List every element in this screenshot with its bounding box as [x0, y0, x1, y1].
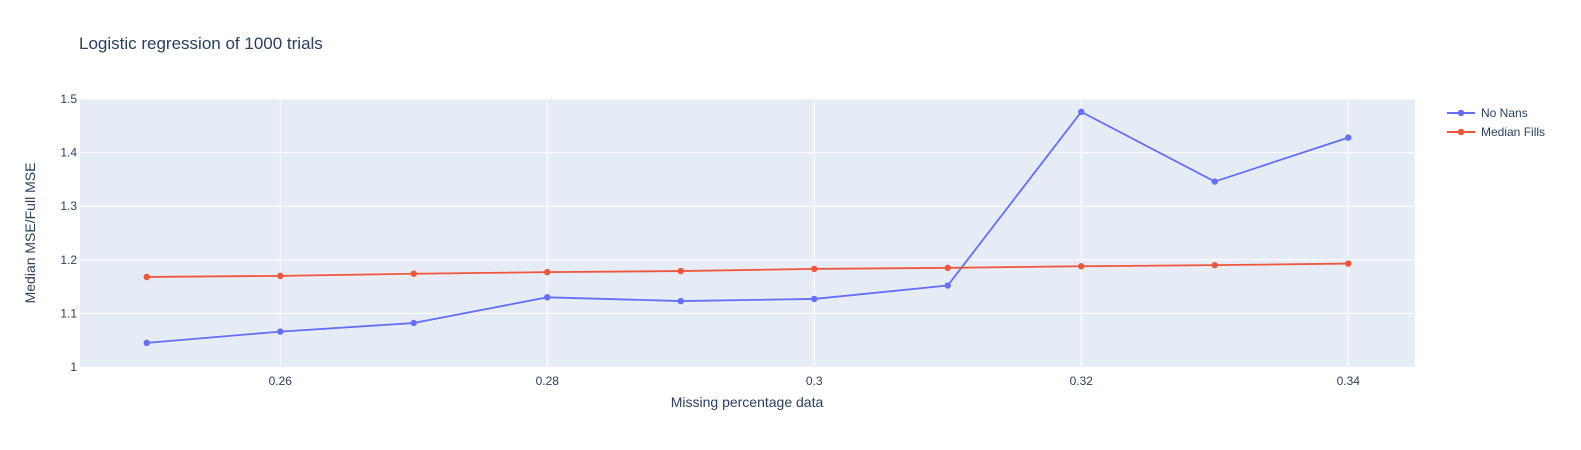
y-tick-label: 1.4	[60, 146, 77, 160]
x-tick-label: 0.3	[806, 374, 823, 388]
data-point	[944, 264, 951, 272]
data-point	[277, 328, 284, 335]
legend-item[interactable]: Median Fills	[1447, 125, 1545, 139]
legend-label: Median Fills	[1481, 125, 1545, 139]
grid-lines	[80, 98, 1415, 367]
legend-swatch-marker	[1457, 109, 1465, 117]
y-tick-label: 1.3	[60, 199, 77, 213]
y-tick-label: 1.2	[60, 253, 77, 267]
chart-title: Logistic regression of 1000 trials	[79, 34, 323, 53]
data-point	[1078, 263, 1085, 270]
data-point	[677, 267, 684, 275]
series-no-nans	[143, 108, 1352, 347]
data-point	[1078, 108, 1085, 116]
x-tick-label: 0.34	[1337, 374, 1361, 388]
data-point	[677, 297, 684, 305]
data-point	[1211, 261, 1218, 269]
legend-item[interactable]: No Nans	[1447, 106, 1528, 120]
data-point	[811, 295, 818, 303]
data-point	[143, 339, 150, 347]
x-tick-label: 0.26	[269, 374, 293, 388]
data-point	[1345, 260, 1352, 267]
series-layer	[143, 108, 1352, 347]
data-point	[410, 319, 417, 327]
data-point	[143, 273, 150, 281]
legend-label: No Nans	[1481, 106, 1528, 120]
y-axis-ticks: 1 1.1 1.2 1.3 1.4 1.5	[60, 92, 77, 374]
data-point	[410, 270, 417, 277]
data-point	[811, 265, 818, 273]
legend-swatch-marker	[1457, 128, 1465, 136]
data-point	[277, 272, 284, 280]
y-tick-label: 1	[70, 360, 77, 374]
data-point	[1345, 134, 1352, 141]
x-tick-label: 0.32	[1070, 374, 1094, 388]
data-point	[1211, 178, 1218, 185]
plot-area	[80, 99, 1415, 367]
data-point	[544, 294, 551, 301]
y-axis-title: Median MSE/Full MSE	[22, 163, 38, 304]
x-axis-title: Missing percentage data	[671, 394, 824, 410]
data-point	[544, 268, 551, 276]
series-median-fills	[143, 260, 1352, 281]
series-line	[146, 110, 1349, 344]
y-tick-label: 1.1	[60, 306, 77, 320]
x-tick-label: 0.28	[536, 374, 560, 388]
y-tick-label: 1.5	[60, 92, 77, 106]
data-point	[944, 282, 951, 289]
legend[interactable]: No Nans Median Fills	[1447, 106, 1545, 139]
series-line	[146, 262, 1349, 278]
x-axis-ticks: 0.26 0.28 0.3 0.32 0.34	[269, 374, 1361, 388]
